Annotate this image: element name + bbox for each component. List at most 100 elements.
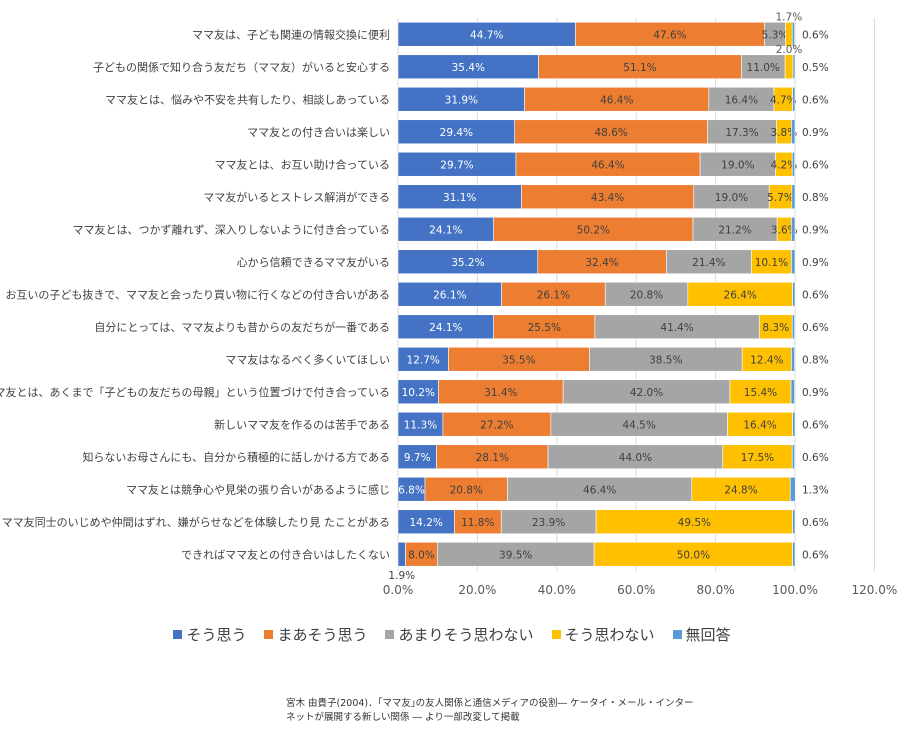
bar-segment <box>727 411 793 437</box>
bar-segment <box>722 444 793 470</box>
bar-segment <box>454 509 502 535</box>
data-label: 39.5% <box>499 549 532 561</box>
data-label: 25.5% <box>528 322 561 334</box>
bar-segment <box>791 184 796 210</box>
category-label: ママ友同士のいじめや仲間はずれ、嫌がらせなどを体験したり見 たことがある <box>2 515 390 529</box>
data-label: 46.4% <box>591 159 624 171</box>
bar-segment <box>397 54 539 80</box>
bar-segment <box>792 54 796 80</box>
x-tick-label: 40.0% <box>538 583 576 597</box>
data-label: 0.6% <box>802 29 829 41</box>
data-label: 0.6% <box>802 94 829 106</box>
bar-segment <box>785 21 793 47</box>
data-label: 1.9% <box>388 570 415 582</box>
legend-swatch <box>551 630 561 639</box>
category-label: できればママ友との付き合いはしたくない <box>181 547 390 561</box>
legend-label: まあそう思う <box>277 626 368 644</box>
data-label: 49.5% <box>678 517 711 529</box>
data-label: 0.8% <box>802 192 829 204</box>
bar-segment <box>562 379 731 405</box>
data-label: 0.6% <box>802 517 829 529</box>
bar-segment <box>397 509 455 535</box>
bar-segment <box>741 54 786 80</box>
x-tick-label: 60.0% <box>617 583 655 597</box>
bar-segment <box>589 346 743 372</box>
legend-label: そう思わない <box>564 626 655 644</box>
category-label: ママ友とは、あくまで「子どもの友だちの母親」という位置づけで付き合っている <box>0 385 390 399</box>
bar-segment <box>397 249 539 275</box>
data-label: 11.8% <box>461 517 494 529</box>
data-label: 16.4% <box>725 94 758 106</box>
bar-segment <box>792 281 796 307</box>
legend: そう思う まあそう思う あまりそう思わない そう思わない 無回答 <box>0 624 904 645</box>
bar-segment <box>708 86 775 112</box>
data-label: 15.4% <box>744 387 777 399</box>
data-label: 29.4% <box>440 127 473 139</box>
bar-segment <box>537 249 667 275</box>
legend-swatch <box>385 630 395 639</box>
bar-segment <box>493 314 596 340</box>
data-label: 0.6% <box>802 159 829 171</box>
data-label: 48.6% <box>595 127 628 139</box>
bar-segment <box>397 411 444 437</box>
data-label: 41.4% <box>660 322 693 334</box>
bar-segment <box>784 54 794 80</box>
data-label: 14.2% <box>410 517 443 529</box>
data-label: 0.9% <box>802 257 829 269</box>
bar-segment <box>438 379 564 405</box>
legend-label: あまりそう思わない <box>398 626 534 644</box>
x-tick-label: 0.0% <box>383 583 414 597</box>
data-label: 0.6% <box>802 289 829 301</box>
category-label: ママ友は、子ども関連の情報交換に便利 <box>192 27 390 41</box>
data-label: 0.9% <box>802 224 829 236</box>
data-label: 50.0% <box>677 549 710 561</box>
bar-segment <box>791 314 795 340</box>
bar-segment <box>666 249 752 275</box>
data-label: 24.1% <box>429 322 462 334</box>
data-label: 8.0% <box>408 549 435 561</box>
data-label: 43.4% <box>591 192 624 204</box>
bar-segment <box>792 541 796 567</box>
data-label: 4.2% <box>771 159 798 171</box>
bar-segment <box>514 119 708 145</box>
data-label: 47.6% <box>653 29 686 41</box>
data-label: 0.6% <box>802 419 829 431</box>
data-label: 0.6% <box>802 452 829 464</box>
data-label: 26.4% <box>724 289 757 301</box>
bar-segment <box>791 151 795 177</box>
bar-segment <box>442 411 552 437</box>
category-label: ママ友とは競争心や見栄の張り合いがあるように感じ <box>126 482 390 496</box>
data-label: 19.0% <box>715 192 748 204</box>
bar-segment <box>729 379 792 405</box>
data-label: 38.5% <box>649 354 682 366</box>
data-label: 17.3% <box>725 127 758 139</box>
bar-segment <box>524 86 710 112</box>
data-label: 35.5% <box>502 354 535 366</box>
data-label: 10.2% <box>402 387 435 399</box>
legend-label: 無回答 <box>685 626 731 644</box>
data-label: 4.7% <box>770 94 797 106</box>
source-line-2: ネットが展開する新しい関係 ― より一部改変して掲載 <box>286 712 520 723</box>
x-tick-label: 120.0% <box>852 583 898 597</box>
bar-segment <box>792 509 796 535</box>
legend-item: まあそう思う <box>264 624 367 645</box>
category-label: ママ友がいるとストレス解消ができる <box>203 190 390 204</box>
data-label: 27.2% <box>480 419 513 431</box>
data-label: 0.6% <box>802 549 829 561</box>
category-label: ママ友との付き合いは楽しい <box>247 125 390 139</box>
bar-segment <box>424 476 508 502</box>
data-label: 44.7% <box>470 29 503 41</box>
legend-item: そう思わない <box>551 624 655 645</box>
bar-segment <box>500 509 597 535</box>
bar-segment <box>758 314 793 340</box>
bar-segment <box>521 184 695 210</box>
bar-segment <box>791 346 795 372</box>
bar-segment <box>538 54 742 80</box>
data-label: 26.1% <box>537 289 570 301</box>
bar-segment <box>692 216 778 242</box>
stacked-bar-chart: 44.7% 47.6% 5.3% 1.7% 0.6% 35.4% 51.1% 11.0% 2.0… <box>0 11 898 597</box>
data-label: 26.1% <box>433 289 466 301</box>
data-label: 31.4% <box>484 387 517 399</box>
bar-segment <box>791 249 796 275</box>
category-label: 新しいママ友を作るのは苦手である <box>214 417 390 431</box>
